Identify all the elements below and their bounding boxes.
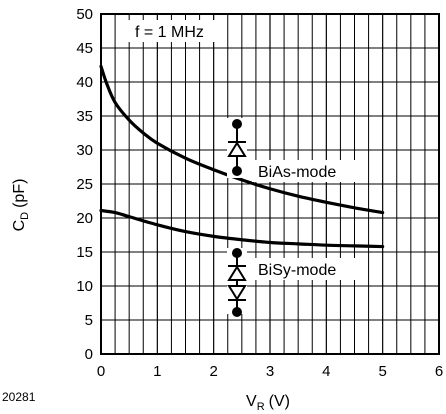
series-label-bisy-text: BiSy-mode: [258, 262, 336, 279]
chart-grid: [100, 13, 440, 355]
y-tick-label: 15: [76, 244, 93, 261]
svg-text:CD(pF): CD (pF): [11, 179, 31, 232]
series-label-bias-text: BiAs-mode: [258, 164, 336, 181]
x-axis-label: VR (V): [246, 393, 290, 413]
y-tick-label: 35: [76, 108, 93, 125]
y-tick-label: 10: [76, 278, 93, 295]
bias-mode-curve: [99, 64, 385, 215]
x-tick-label: 0: [97, 363, 105, 380]
y-tick-label: 5: [85, 312, 93, 329]
x-tick-labels: 0 1 2 3 4 5 6: [97, 363, 443, 380]
bisy-mode-curve: [99, 208, 385, 249]
y-tick-label: 0: [85, 346, 93, 363]
x-axis-label-sub: R: [257, 401, 265, 413]
x-axis-label-main: V: [246, 393, 257, 410]
y-tick-label: 20: [76, 210, 93, 227]
y-axis-label-sub: D: [19, 212, 31, 220]
y-tick-label: 45: [76, 40, 93, 57]
x-tick-label: 6: [435, 363, 443, 380]
y-axis-label-main: C: [11, 220, 28, 232]
bias-diode-symbol: [227, 118, 247, 178]
y-tick-label: 40: [76, 74, 93, 91]
x-tick-label: 5: [378, 363, 386, 380]
y-tick-label: 50: [76, 6, 93, 23]
series-label-bias: BiAs-mode: [252, 160, 356, 182]
frequency-annotation-text: f = 1 MHz: [135, 24, 204, 41]
y-axis-label-unit: (pF): [11, 179, 28, 208]
y-tick-labels: 0 5 10 15 20 25 30 35 40 45 50: [76, 6, 93, 363]
x-tick-label: 4: [322, 363, 330, 380]
plot-frame: [100, 13, 440, 355]
x-tick-label: 2: [209, 363, 217, 380]
y-tick-label: 30: [76, 142, 93, 159]
x-axis-label-unit: (V): [269, 393, 290, 410]
y-tick-label: 25: [76, 176, 93, 193]
figure-id: 20281: [2, 390, 36, 404]
x-tick-label: 1: [153, 363, 161, 380]
chart-curves: [99, 64, 385, 249]
x-tick-label: 3: [266, 363, 274, 380]
series-label-bisy: BiSy-mode: [252, 258, 356, 280]
bisy-diode-symbol: [227, 248, 247, 317]
y-axis-label: CD (pF): [11, 179, 31, 232]
frequency-annotation: f = 1 MHz: [128, 20, 218, 42]
